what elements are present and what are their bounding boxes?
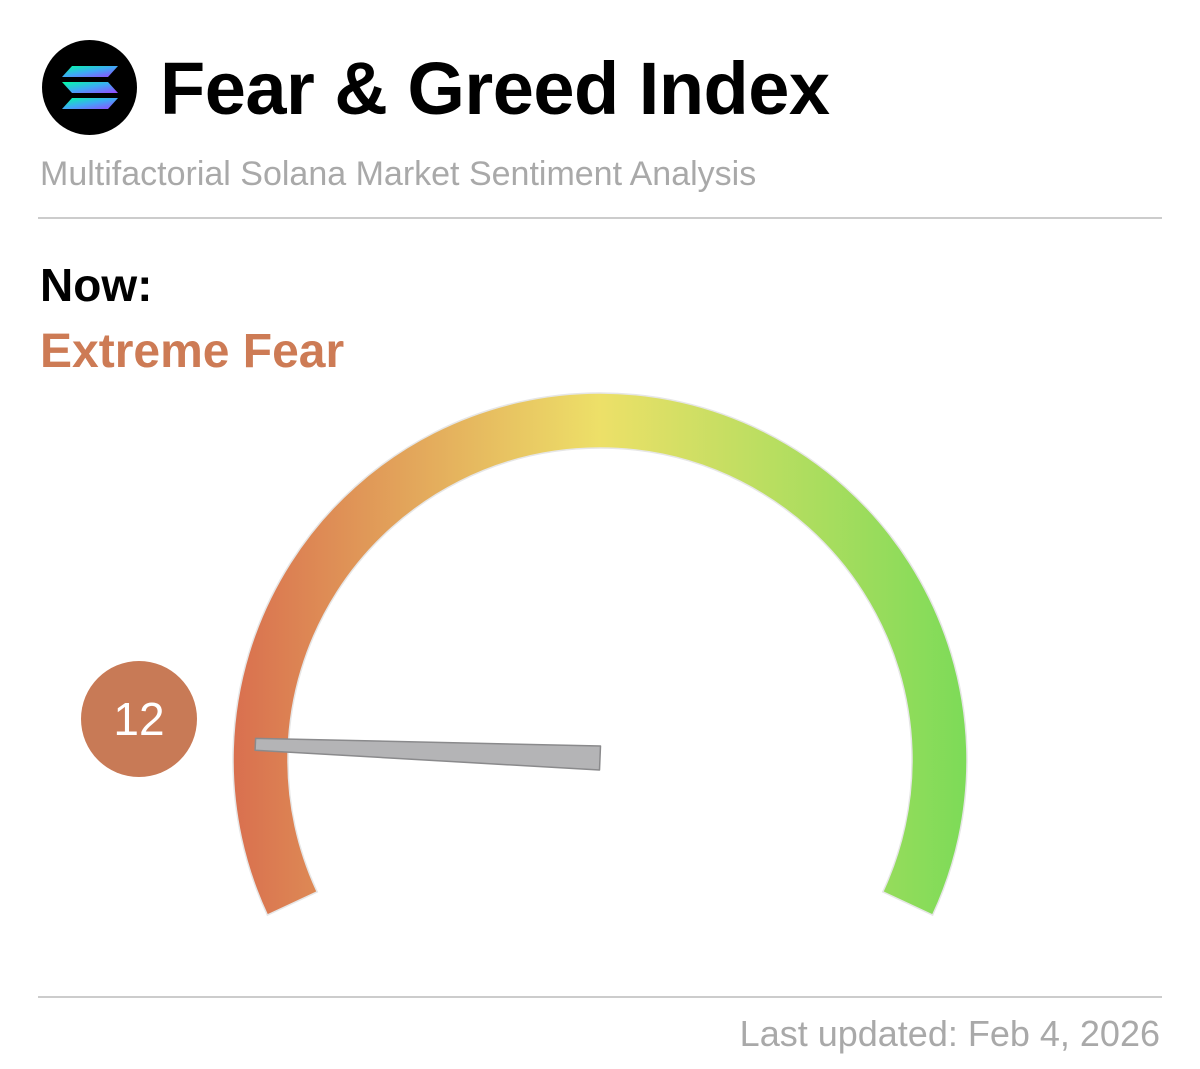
page-subtitle: Multifactorial Solana Market Sentiment A… xyxy=(40,155,757,193)
page-title: Fear & Greed Index xyxy=(160,47,830,130)
header-divider xyxy=(38,217,1162,219)
footer-divider xyxy=(38,996,1162,998)
gauge-arc xyxy=(232,392,968,917)
sentiment-label: Extreme Fear xyxy=(40,325,345,378)
solana-logo-svg xyxy=(62,66,118,109)
solana-logo-icon xyxy=(42,40,137,135)
last-updated-text: Last updated: Feb 4, 2026 xyxy=(739,1013,1160,1054)
now-label: Now: xyxy=(40,259,153,311)
gauge-value-badge: 12 xyxy=(81,661,197,777)
gauge-needle xyxy=(254,737,602,771)
